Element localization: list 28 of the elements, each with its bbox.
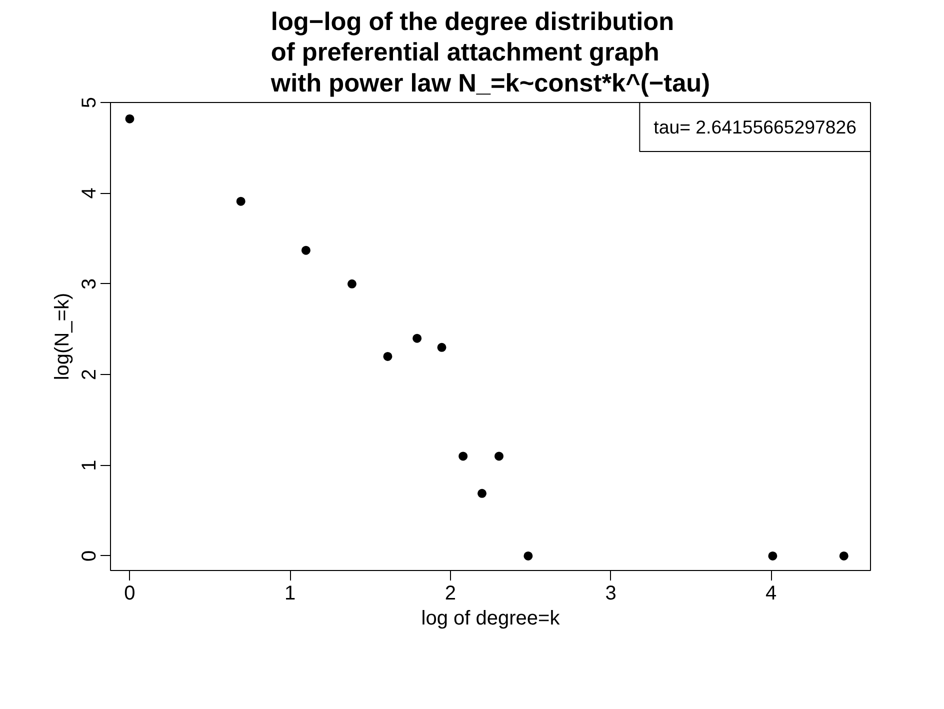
annotation: tau= 2.64155665297826 <box>654 116 857 138</box>
point <box>458 452 468 461</box>
point <box>347 279 356 288</box>
point <box>524 551 533 560</box>
point <box>383 352 392 361</box>
x-tick-label: 4 <box>766 582 777 604</box>
x-tick-label: 3 <box>605 582 616 604</box>
point <box>494 452 504 461</box>
point <box>125 114 134 124</box>
x-tick-label: 2 <box>444 582 456 604</box>
x-axis-title: log of degree=k <box>421 608 561 630</box>
y-tick-label: 2 <box>78 369 100 380</box>
point <box>412 334 422 343</box>
x-tick-label: 0 <box>124 582 136 604</box>
y-tick-label: 0 <box>78 550 100 562</box>
point <box>478 488 486 498</box>
point <box>236 196 246 206</box>
y-tick-label: 3 <box>78 278 100 290</box>
y-tick-label: 5 <box>78 96 100 108</box>
point <box>839 551 848 560</box>
x-tick-label: 1 <box>284 582 296 604</box>
point <box>437 342 446 352</box>
point <box>301 246 310 255</box>
y-axis-title: log(N_=k) <box>52 292 74 380</box>
y-tick-label: 4 <box>78 188 100 199</box>
chart-title: log−log of the degree distribution of preferential attachment graph with power law N_=k~const*k^(−tau) <box>270 8 710 98</box>
point <box>768 551 778 560</box>
y-tick-label: 1 <box>78 460 100 471</box>
